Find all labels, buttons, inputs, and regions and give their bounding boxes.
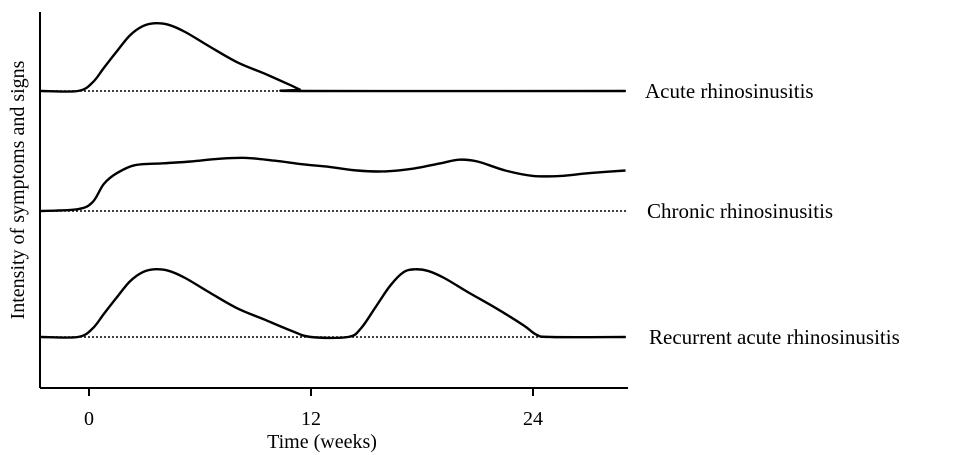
x-tick-label-12: 12	[301, 408, 321, 430]
x-tick-label-24: 24	[523, 408, 543, 430]
curve-label-3: Recurrent acute rhinosinusitis	[649, 325, 900, 349]
curve-label-2: Chronic rhinosinusitis	[647, 199, 833, 223]
curve-2	[40, 156, 626, 213]
x-tick-label-0: 0	[84, 408, 94, 430]
y-axis-label: Intensity of symptoms and signs	[7, 60, 29, 319]
curve-label-1: Acute rhinosinusitis	[645, 79, 814, 103]
x-axis-label: Time (weeks)	[267, 431, 377, 453]
curve-1	[40, 22, 626, 93]
curve-3	[40, 268, 626, 340]
